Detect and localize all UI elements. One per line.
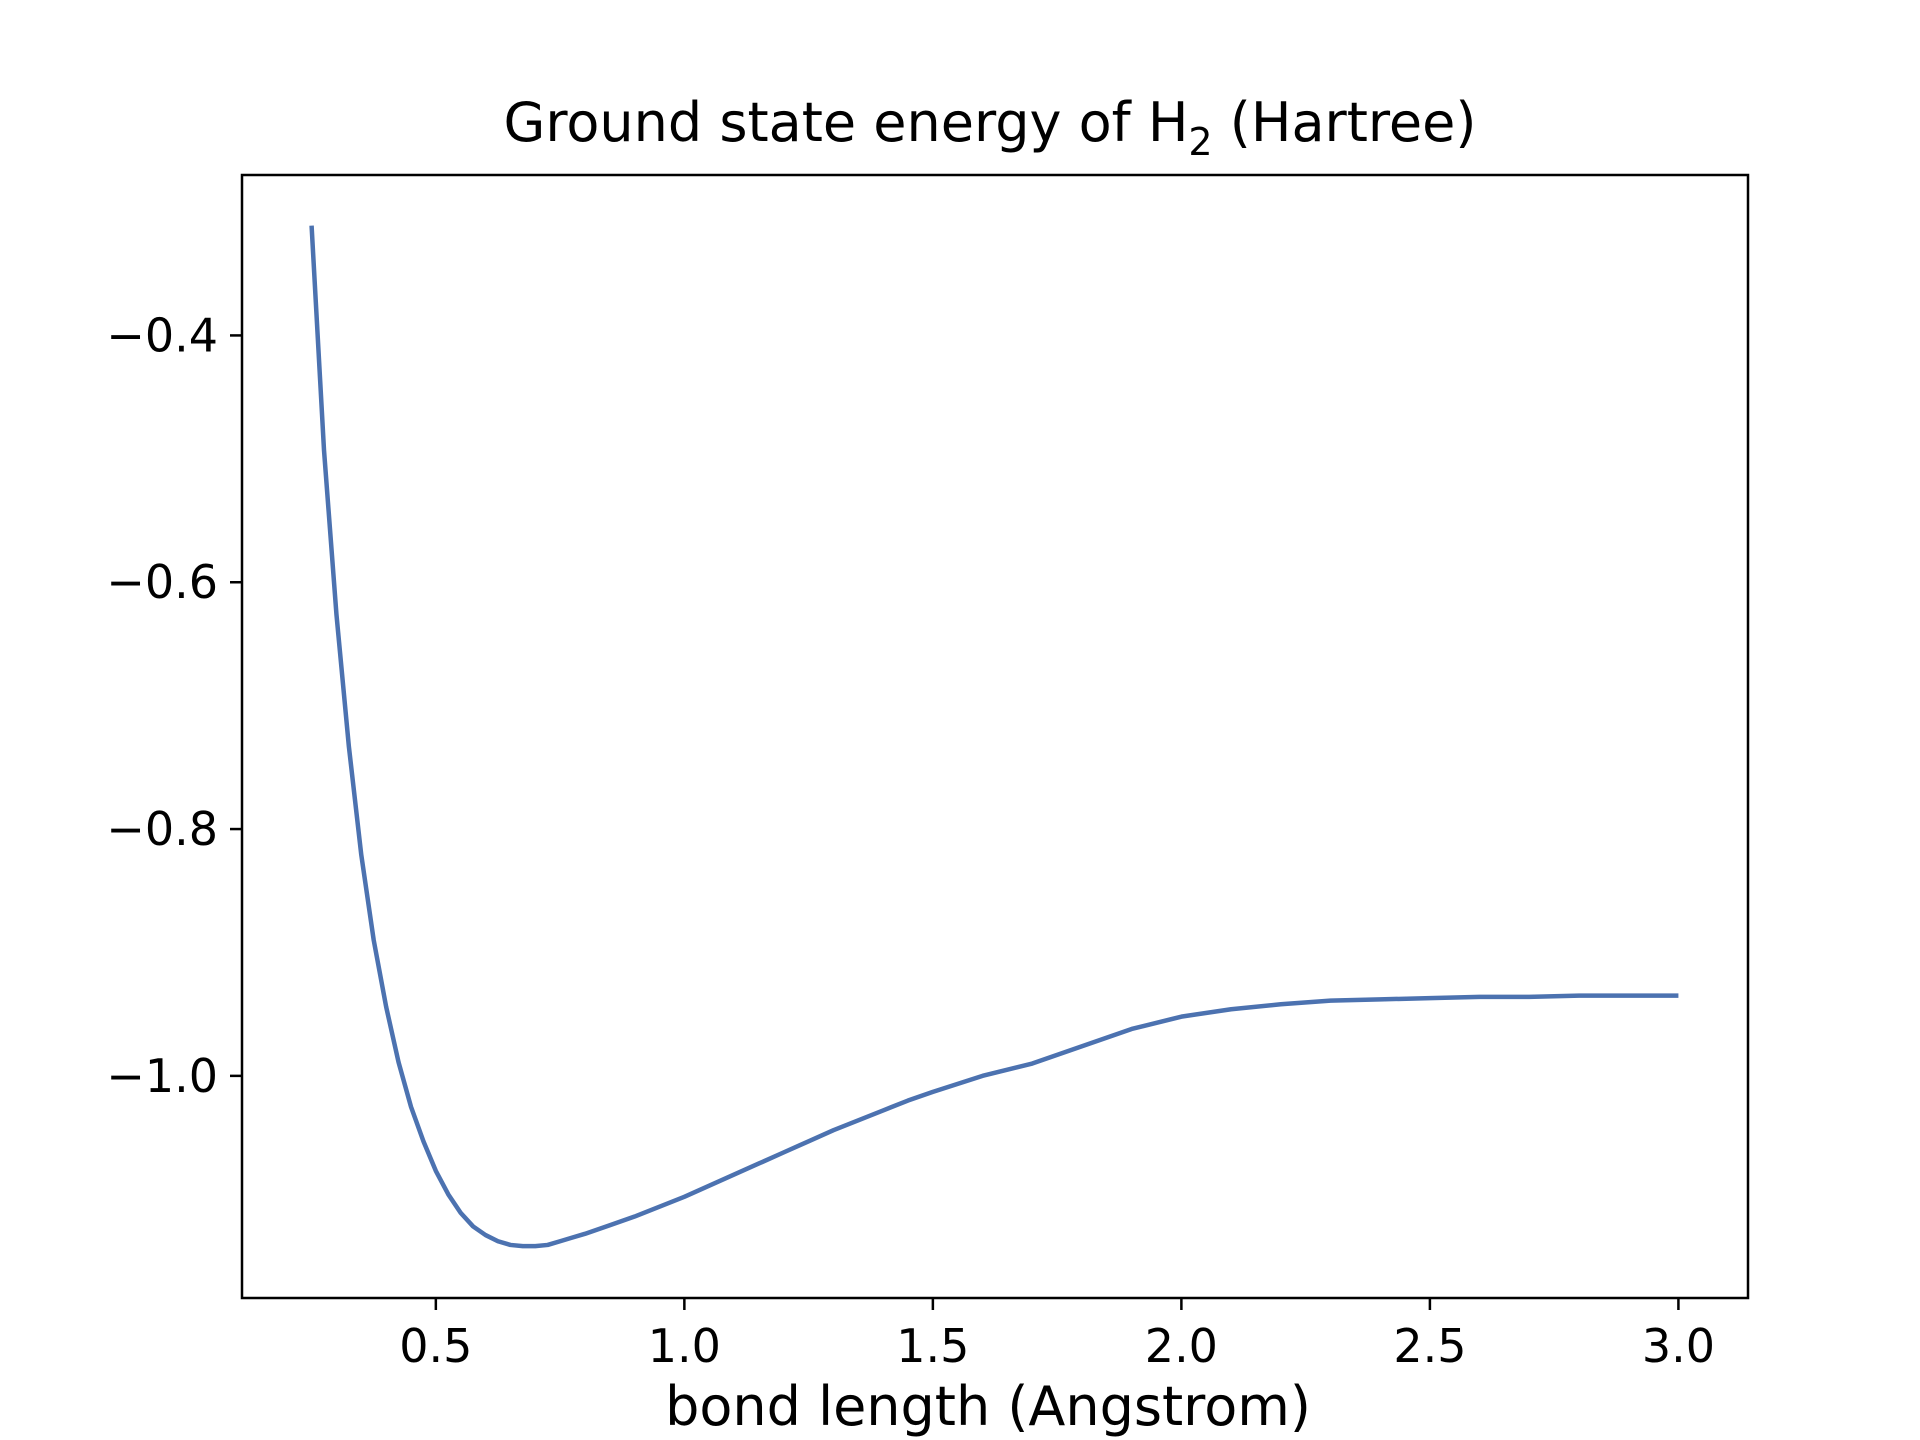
chart-title-subscript: 2 <box>1188 120 1212 164</box>
plot-frame <box>240 173 1750 1300</box>
x-tick-label: 2.5 <box>1393 1319 1466 1373</box>
plot-background <box>242 175 1748 1298</box>
chart-title: Ground state energy of H2 (Hartree) <box>504 91 1477 164</box>
chart-title-suffix: (Hartree) <box>1213 91 1477 154</box>
y-tick-label: −0.6 <box>106 555 218 609</box>
x-tick-label: 1.0 <box>648 1319 721 1373</box>
x-tick-label: 3.0 <box>1642 1319 1715 1373</box>
x-axis-label: bond length (Angstrom) <box>665 1375 1311 1438</box>
x-tick-label: 0.5 <box>399 1319 472 1373</box>
plot-area: 0.5 1.0 1.5 2.0 2.5 3.0 −0.4 −0.6 −0.8 −1.0 <box>106 173 1750 1373</box>
y-tick-label: −1.0 <box>106 1049 218 1103</box>
y-tick-label: −0.8 <box>106 802 218 856</box>
y-tick-label: −0.4 <box>106 308 218 362</box>
x-tick-label: 2.0 <box>1145 1319 1218 1373</box>
x-tick-label: 1.5 <box>896 1319 969 1373</box>
series-line-0 <box>309 225 1679 1249</box>
chart-title-main: Ground state energy of H <box>504 91 1189 154</box>
